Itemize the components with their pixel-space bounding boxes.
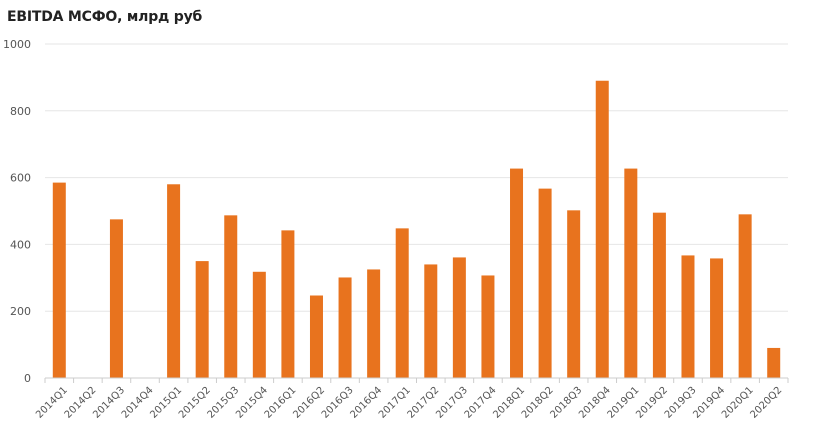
x-tick-label: 2020Q2 [749,385,785,421]
bar-2019Q2 [652,212,666,378]
bar-2016Q1 [281,230,295,378]
bar-2017Q2 [424,264,438,378]
bar-2018Q3 [567,210,581,378]
chart-title: EBITDA МСФО, млрд руб [7,9,203,25]
bar-2016Q2 [309,295,323,378]
y-tick-labels: 0 200 400 600 800 1000 [3,38,31,385]
bars [52,80,781,379]
bar-2014Q3 [109,219,123,378]
x-tick-labels: 2014Q12014Q22014Q32014Q42015Q12015Q22015… [34,385,784,421]
y-tick-label: 800 [10,105,31,118]
bar-2017Q3 [452,257,466,378]
bar-2015Q4 [252,271,266,378]
bar-2018Q1 [510,168,524,378]
y-tick-label: 400 [10,238,31,251]
y-tick-label: 200 [10,305,31,318]
bar-2019Q3 [681,255,695,378]
bar-2018Q4 [595,80,609,379]
bar-2020Q1 [738,214,752,378]
bar-2015Q2 [195,261,209,378]
bar-2020Q2 [767,347,781,378]
bar-2019Q4 [710,258,724,378]
bar-2019Q1 [624,168,638,378]
bar-2017Q4 [481,275,495,378]
bar-2016Q3 [338,277,352,378]
grid-lines [45,43,788,312]
bar-2018Q2 [538,188,552,378]
y-tick-label: 0 [24,372,31,385]
y-tick-label: 600 [10,172,31,185]
x-axis [44,377,789,383]
bar-2016Q4 [367,269,381,378]
bar-2014Q1 [52,182,66,378]
bar-2015Q3 [224,215,238,378]
bar-2017Q1 [395,228,409,378]
bar-2015Q1 [167,184,181,378]
y-tick-label: 1000 [3,38,31,51]
